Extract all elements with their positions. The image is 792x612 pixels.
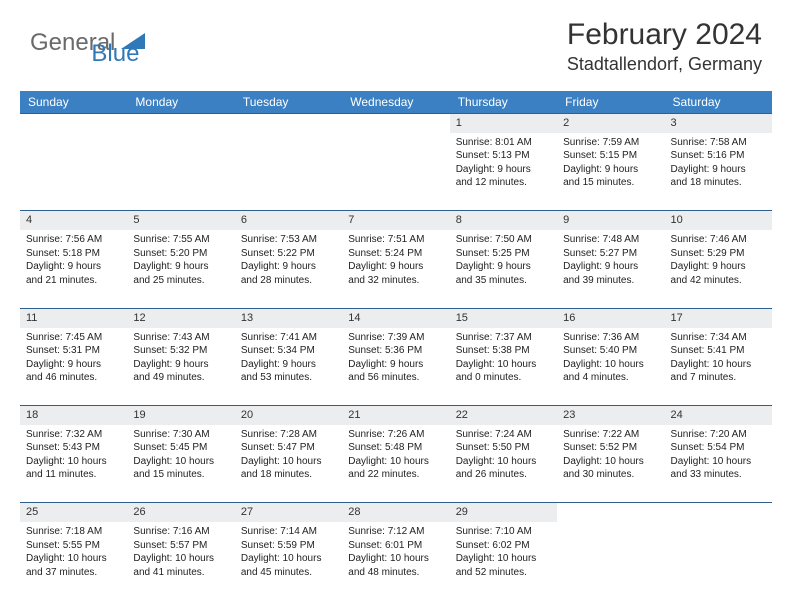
day-cell: Sunrise: 7:30 AMSunset: 5:45 PMDaylight:… [127,425,234,503]
day-cell: Sunrise: 7:12 AMSunset: 6:01 PMDaylight:… [342,522,449,600]
day-cell: Sunrise: 7:37 AMSunset: 5:38 PMDaylight:… [450,328,557,406]
day-number-row: 123 [20,114,772,133]
day-number: 20 [235,406,342,425]
day-cell: Sunrise: 7:51 AMSunset: 5:24 PMDaylight:… [342,230,449,308]
day-number: 12 [127,308,234,327]
day-number: 10 [665,211,772,230]
day-cell [665,522,772,600]
header: General Blue February 2024 Stadtallendor… [0,0,792,83]
day-number: 22 [450,406,557,425]
day-cell: Sunrise: 7:14 AMSunset: 5:59 PMDaylight:… [235,522,342,600]
day-number-row: 2526272829 [20,503,772,522]
day-content-row: Sunrise: 7:18 AMSunset: 5:55 PMDaylight:… [20,522,772,600]
day-cell: Sunrise: 7:18 AMSunset: 5:55 PMDaylight:… [20,522,127,600]
day-number: 7 [342,211,449,230]
weekday-header: Monday [127,91,234,114]
day-number [127,114,234,133]
day-cell [235,133,342,211]
day-number: 14 [342,308,449,327]
day-number: 4 [20,211,127,230]
day-cell: Sunrise: 7:16 AMSunset: 5:57 PMDaylight:… [127,522,234,600]
day-number-row: 11121314151617 [20,308,772,327]
day-number: 8 [450,211,557,230]
day-number: 17 [665,308,772,327]
day-cell: Sunrise: 7:46 AMSunset: 5:29 PMDaylight:… [665,230,772,308]
day-number-row: 18192021222324 [20,406,772,425]
day-number: 5 [127,211,234,230]
day-number: 3 [665,114,772,133]
day-cell: Sunrise: 7:55 AMSunset: 5:20 PMDaylight:… [127,230,234,308]
day-content-row: Sunrise: 7:32 AMSunset: 5:43 PMDaylight:… [20,425,772,503]
page-title: February 2024 [567,18,762,52]
day-cell: Sunrise: 7:22 AMSunset: 5:52 PMDaylight:… [557,425,664,503]
weekday-header-row: SundayMondayTuesdayWednesdayThursdayFrid… [20,91,772,114]
day-number: 21 [342,406,449,425]
day-cell: Sunrise: 7:32 AMSunset: 5:43 PMDaylight:… [20,425,127,503]
day-cell [127,133,234,211]
day-number-row: 45678910 [20,211,772,230]
day-content-row: Sunrise: 7:56 AMSunset: 5:18 PMDaylight:… [20,230,772,308]
day-number: 15 [450,308,557,327]
logo-text-blue: Blue [91,40,139,68]
day-cell: Sunrise: 8:01 AMSunset: 5:13 PMDaylight:… [450,133,557,211]
day-number: 24 [665,406,772,425]
title-block: February 2024 Stadtallendorf, Germany [567,18,762,75]
weekday-header: Sunday [20,91,127,114]
day-cell: Sunrise: 7:10 AMSunset: 6:02 PMDaylight:… [450,522,557,600]
weekday-header: Saturday [665,91,772,114]
day-cell: Sunrise: 7:56 AMSunset: 5:18 PMDaylight:… [20,230,127,308]
day-number: 13 [235,308,342,327]
day-number: 25 [20,503,127,522]
day-number: 26 [127,503,234,522]
day-content-row: Sunrise: 7:45 AMSunset: 5:31 PMDaylight:… [20,328,772,406]
day-content-row: Sunrise: 8:01 AMSunset: 5:13 PMDaylight:… [20,133,772,211]
day-cell: Sunrise: 7:36 AMSunset: 5:40 PMDaylight:… [557,328,664,406]
calendar-table: SundayMondayTuesdayWednesdayThursdayFrid… [20,91,772,600]
day-number: 18 [20,406,127,425]
day-number: 1 [450,114,557,133]
day-cell [557,522,664,600]
day-cell [342,133,449,211]
day-number: 6 [235,211,342,230]
weekday-header: Friday [557,91,664,114]
day-cell: Sunrise: 7:39 AMSunset: 5:36 PMDaylight:… [342,328,449,406]
day-cell: Sunrise: 7:43 AMSunset: 5:32 PMDaylight:… [127,328,234,406]
weekday-header: Tuesday [235,91,342,114]
day-number: 27 [235,503,342,522]
day-cell: Sunrise: 7:20 AMSunset: 5:54 PMDaylight:… [665,425,772,503]
day-cell: Sunrise: 7:26 AMSunset: 5:48 PMDaylight:… [342,425,449,503]
weekday-header: Thursday [450,91,557,114]
day-number: 29 [450,503,557,522]
day-number [235,114,342,133]
day-cell: Sunrise: 7:34 AMSunset: 5:41 PMDaylight:… [665,328,772,406]
day-cell: Sunrise: 7:45 AMSunset: 5:31 PMDaylight:… [20,328,127,406]
location-label: Stadtallendorf, Germany [567,54,762,75]
day-cell: Sunrise: 7:41 AMSunset: 5:34 PMDaylight:… [235,328,342,406]
day-number: 23 [557,406,664,425]
logo: General Blue [30,18,139,68]
day-number: 19 [127,406,234,425]
day-cell: Sunrise: 7:28 AMSunset: 5:47 PMDaylight:… [235,425,342,503]
day-number [665,503,772,522]
day-number: 2 [557,114,664,133]
day-cell: Sunrise: 7:53 AMSunset: 5:22 PMDaylight:… [235,230,342,308]
day-cell: Sunrise: 7:48 AMSunset: 5:27 PMDaylight:… [557,230,664,308]
day-number [20,114,127,133]
day-number: 9 [557,211,664,230]
day-cell: Sunrise: 7:59 AMSunset: 5:15 PMDaylight:… [557,133,664,211]
day-cell [20,133,127,211]
day-number: 11 [20,308,127,327]
day-cell: Sunrise: 7:58 AMSunset: 5:16 PMDaylight:… [665,133,772,211]
day-number [557,503,664,522]
day-number: 16 [557,308,664,327]
day-number [342,114,449,133]
day-cell: Sunrise: 7:24 AMSunset: 5:50 PMDaylight:… [450,425,557,503]
day-number: 28 [342,503,449,522]
day-cell: Sunrise: 7:50 AMSunset: 5:25 PMDaylight:… [450,230,557,308]
weekday-header: Wednesday [342,91,449,114]
